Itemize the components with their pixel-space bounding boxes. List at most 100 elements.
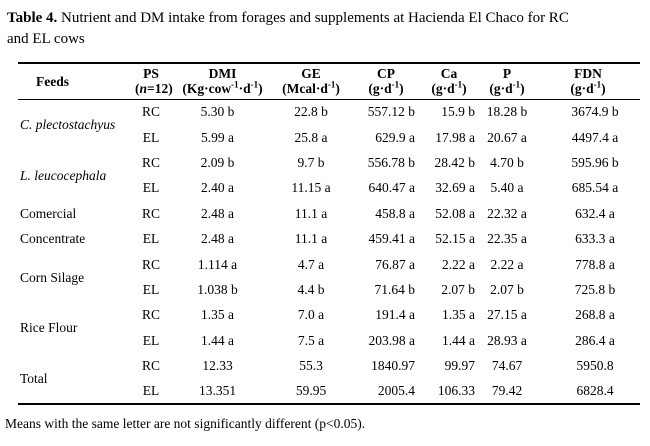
dmi-value-cell: 1.038 b — [197, 281, 238, 297]
cp-value-cell: 557.12 b — [367, 104, 415, 120]
cp-value-cell: 2005.4 — [377, 383, 415, 399]
ps-cell: EL — [142, 129, 160, 145]
column-label-p: P — [502, 66, 512, 81]
fdn-value-cell: 3674.9 b — [571, 104, 619, 120]
dmi-value-cell: 2.48 a — [201, 231, 234, 247]
ps-cell: EL — [142, 231, 160, 247]
dmi-value-cell: 2.09 b — [200, 154, 235, 170]
table-row: Corn Silage RC 1.114 a 4.7 a 76.87 a 2.22 a 2.… — [18, 252, 640, 285]
p-value-cell: 79.42 — [491, 383, 523, 399]
table-row: EL 1.44 a 7.5 a 203.98 a 1.44 a 28.93 a 286.4 … — [18, 328, 640, 353]
p-value-cell: 2.07 b — [490, 281, 524, 297]
p-value-cell: 20.67 a — [487, 129, 527, 145]
ps-cell: EL — [142, 383, 160, 399]
cp-value-cell: 556.78 b — [367, 154, 415, 170]
ge-value-cell: 22.8 b — [294, 104, 328, 120]
fdn-value-cell: 286.4 a — [575, 332, 615, 348]
ps-cell: EL — [142, 281, 160, 297]
dmi-value-cell: 1.114 a — [197, 256, 238, 272]
column-unit-dmi: (Kg·cow-1·d-1) — [182, 79, 263, 96]
column-label-ps: PS — [143, 66, 159, 81]
fdn-value-cell: 632.4 a — [575, 205, 615, 221]
column-header-cp: CP (g·d-1) — [352, 63, 420, 100]
dmi-value-cell: 12.33 — [202, 358, 233, 374]
column-header-ps: PS (n=12) — [135, 63, 175, 100]
column-label-feeds: Feeds — [36, 73, 69, 89]
fdn-value-cell: 268.8 a — [575, 307, 615, 323]
feed-name: Comercial Concentrate — [20, 206, 86, 247]
ge-value-cell: 55.3 — [299, 358, 323, 374]
feed-name: Corn Silage — [20, 269, 85, 285]
ps-cell: RC — [141, 358, 160, 374]
ps-cell: RC — [141, 205, 160, 221]
dmi-value-cell: 5.30 b — [200, 104, 235, 120]
p-value-cell: 5.40 a — [490, 180, 524, 196]
table-row: EL 5.99 a 25.8 a 629.9 a 17.98 a 20.67 a 4497.… — [18, 125, 640, 150]
ca-value-cell: 28.42 b — [434, 154, 476, 170]
table-caption-text-line2: and EL cows — [7, 30, 85, 47]
ge-value-cell: 4.4 b — [297, 281, 325, 297]
ca-value-cell: 2.07 b — [441, 281, 475, 297]
dmi-value-cell: 5.99 a — [201, 129, 234, 145]
dmi-value-cell: 2.48 a — [201, 205, 234, 221]
column-label-ge: GE — [301, 66, 321, 81]
ge-value-cell: 11.1 a — [294, 231, 328, 247]
p-value-cell: 22.32 a — [487, 205, 527, 221]
fdn-value-cell: 778.8 a — [575, 256, 615, 272]
table-caption-text-line1: Nutrient and DM intake from forages and … — [57, 10, 569, 26]
ge-value-cell: 9.7 b — [297, 154, 325, 170]
ca-value-cell: 32.69 a — [435, 180, 475, 196]
ge-value-cell: 7.0 a — [297, 307, 325, 323]
table-row: EL 2.40 a 11.15 a 640.47 a 32.69 a 5.40 a 685.… — [18, 176, 640, 201]
p-value-cell: 28.93 a — [487, 332, 527, 348]
fdn-value-cell: 725.8 b — [574, 281, 616, 297]
fdn-value-cell: 5950.8 — [576, 358, 614, 374]
p-value-cell: 27.15 a — [487, 307, 527, 323]
cp-value-cell: 71.64 b — [374, 281, 416, 297]
feed-name: Rice Flour — [20, 320, 78, 336]
fdn-value-cell: 4497.4 a — [571, 129, 619, 145]
fdn-value-cell: 595.96 b — [571, 154, 619, 170]
ge-value-cell: 11.1 a — [294, 205, 328, 221]
column-unit-cp: (g·d-1) — [368, 79, 404, 96]
ca-value-cell: 99.97 — [444, 358, 475, 374]
ca-value-cell: 17.98 a — [435, 129, 475, 145]
column-label-ca: Ca — [440, 66, 458, 81]
ge-value-cell: 25.8 a — [294, 129, 328, 145]
dmi-value-cell: 1.35 a — [201, 307, 234, 323]
table-row: Rice Flour RC 1.35 a 7.0 a 191.4 a 1.35 a 27.1… — [18, 303, 640, 335]
cp-value-cell: 1840.97 — [371, 358, 415, 374]
table-row: EL 2.48 a 11.1 a 459.41 a 52.15 a 22.35 a 633.… — [18, 226, 640, 251]
dmi-value-cell: 13.351 — [198, 383, 237, 399]
ca-value-cell: 15.9 b — [441, 104, 475, 120]
table-row: EL 13.351 59.95 2005.4 106.33 79.42 6828.4 — [18, 379, 640, 404]
ca-value-cell: 106.33 — [437, 383, 475, 399]
ps-cell: RC — [141, 256, 160, 272]
ca-value-cell: 52.08 a — [435, 205, 475, 221]
ge-value-cell: 11.15 a — [291, 180, 331, 196]
feed-name: C. plectostachyus — [20, 117, 116, 133]
column-label-cp: CP — [377, 66, 395, 81]
column-unit-ca: (g·d-1) — [431, 79, 467, 96]
cp-value-cell: 76.87 a — [375, 256, 415, 272]
column-header-ca: Ca (g·d-1) — [420, 63, 478, 100]
ge-value-cell: 4.7 a — [297, 256, 325, 272]
column-unit-fdn: (g·d-1) — [570, 79, 606, 96]
table-row: L. leucocephala RC 2.09 b 9.7 b 556.78 b 28.4… — [18, 150, 640, 183]
column-unit-p: (g·d-1) — [489, 79, 525, 96]
p-value-cell: 74.67 — [491, 358, 523, 374]
cp-value-cell: 459.41 a — [368, 231, 416, 247]
ps-cell: RC — [141, 104, 160, 120]
ps-cell: EL — [142, 332, 160, 348]
p-value-cell: 22.35 a — [487, 231, 527, 247]
p-value-cell: 18.28 b — [486, 104, 528, 120]
ge-value-cell: 7.5 a — [297, 332, 325, 348]
cp-value-cell: 640.47 a — [368, 180, 416, 196]
dmi-value-cell: 2.40 a — [201, 180, 234, 196]
column-header-p: P (g·d-1) — [478, 63, 536, 100]
cp-value-cell: 629.9 a — [375, 129, 415, 145]
column-header-feeds: Feeds — [18, 63, 135, 100]
fdn-value-cell: 6828.4 — [576, 383, 614, 399]
table-header: Feeds PS (n=12) DMI (Kg·cow-1·d-1) GE (M… — [18, 63, 640, 100]
